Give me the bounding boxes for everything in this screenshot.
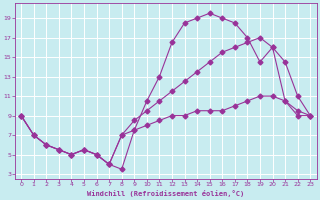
X-axis label: Windchill (Refroidissement éolien,°C): Windchill (Refroidissement éolien,°C) xyxy=(87,190,244,197)
